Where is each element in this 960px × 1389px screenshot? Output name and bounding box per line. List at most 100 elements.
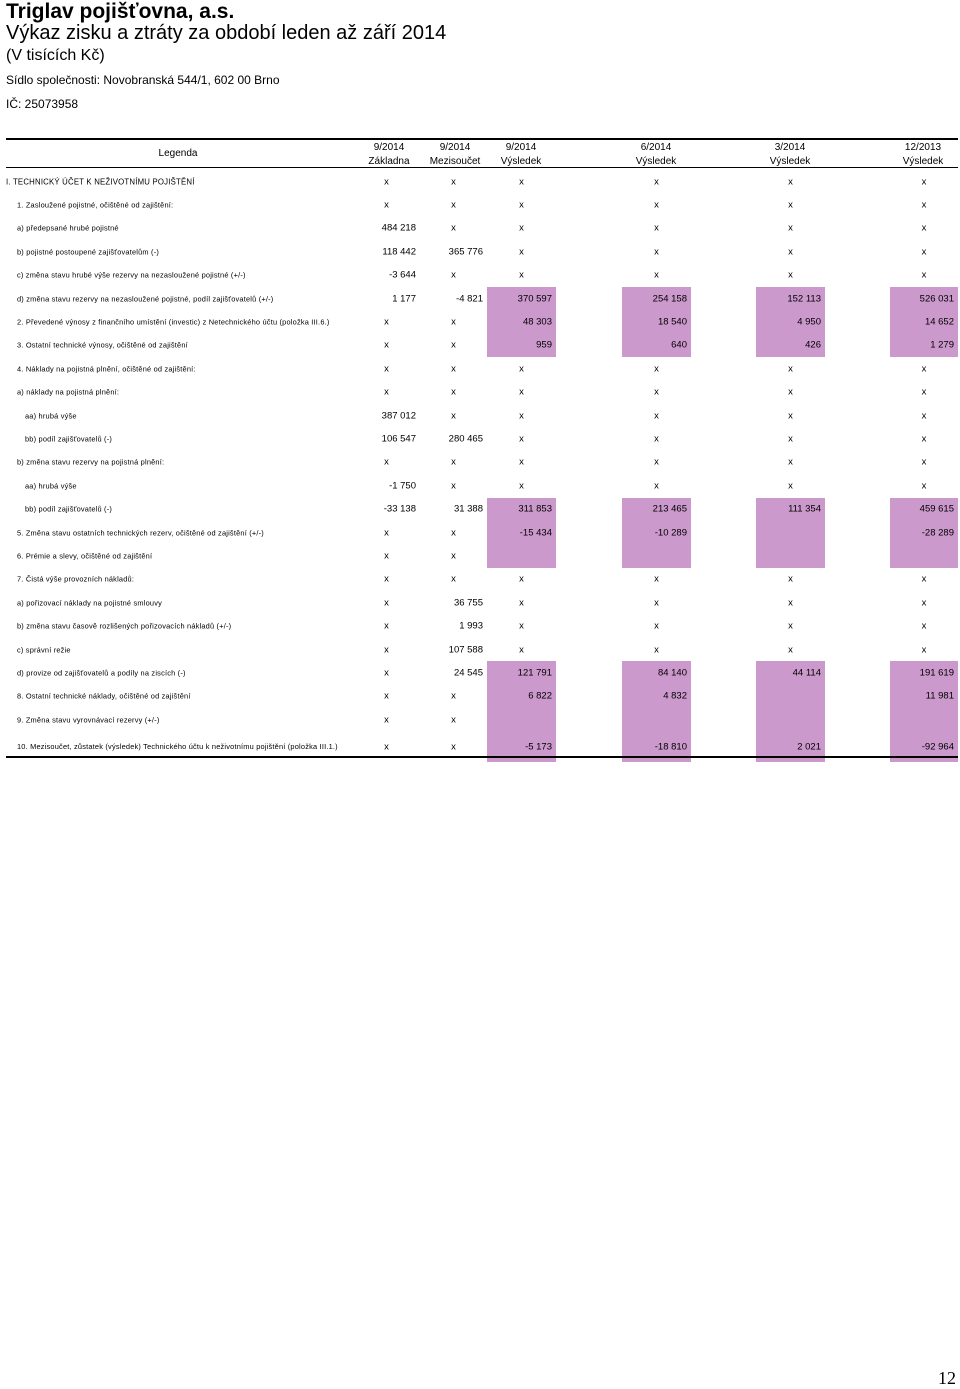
table-row: a) předepsané hrubé pojistné 484 218 x x x x x xyxy=(0,217,960,240)
cell-value: x xyxy=(451,222,456,234)
cell-value: 426 xyxy=(805,339,821,351)
highlighted-cell xyxy=(487,708,556,732)
cell-value: 4 832 xyxy=(663,690,687,702)
cell-value: 111 354 xyxy=(788,503,821,515)
cell-value: x xyxy=(788,246,793,258)
value-cell: x xyxy=(622,427,691,450)
cell-value: x xyxy=(654,644,659,656)
cell-value: x xyxy=(921,386,927,398)
row-label: 5. Změna stavu ostatních technických rez… xyxy=(17,528,264,538)
legend-header: Legenda xyxy=(158,148,198,159)
table-row: 5. Změna stavu ostatních technických rez… xyxy=(0,521,960,545)
cell-value: -28 289 xyxy=(921,527,954,539)
cell-value: 152 113 xyxy=(787,293,821,305)
value-cell: x xyxy=(487,568,556,591)
row-label: bb) podíl zajišťovatelů (-) xyxy=(25,434,113,444)
cell-value: 18 540 xyxy=(657,316,687,328)
cell-value: x xyxy=(788,620,793,632)
row-label: a) náklady na pojistná plnění: xyxy=(17,387,120,397)
highlighted-cell: 152 113 xyxy=(756,287,825,311)
row-label: 6. Prémie a slevy, očištěné od zajištění xyxy=(17,551,153,561)
highlighted-cell xyxy=(622,708,691,732)
value-cell: x xyxy=(890,357,958,380)
value-cell: x xyxy=(622,591,691,614)
cell-value: x xyxy=(921,363,927,375)
highlighted-cell: 526 031 xyxy=(890,287,958,311)
value-cell: 1 177 xyxy=(353,287,420,310)
value-cell: x xyxy=(890,170,958,193)
value-cell: x xyxy=(353,521,420,544)
value-cell: x xyxy=(756,381,825,404)
table-row: bb) podíl zajišťovatelů (-) -33 138 31 388… xyxy=(0,497,960,521)
column-period: 9/2014 xyxy=(505,142,537,153)
cell-value: x xyxy=(654,410,659,422)
cell-value: 387 012 xyxy=(381,410,416,422)
table-row: c) správní režie x 107 588 x x x x xyxy=(0,638,960,661)
row-label: 8. Ostatní technické náklady, očištěné o… xyxy=(17,691,191,701)
cell-value: -10 289 xyxy=(654,527,687,539)
cell-value: x xyxy=(519,269,524,281)
value-cell: 484 218 xyxy=(353,217,420,240)
cell-value: 640 xyxy=(671,339,687,351)
value-cell: x xyxy=(756,193,825,216)
cell-value: x xyxy=(451,386,456,398)
row-label: b) pojistné postoupené zajišťovatelům (-… xyxy=(17,247,160,257)
cell-value: x xyxy=(921,573,927,585)
value-cell: x xyxy=(487,451,556,474)
value-cell: x xyxy=(756,638,825,661)
value-cell: x xyxy=(756,264,825,287)
cell-value: x xyxy=(451,269,456,281)
cell-value: 213 465 xyxy=(652,503,687,515)
cell-value: 6 822 xyxy=(528,690,552,702)
value-cell: x xyxy=(890,264,958,287)
cell-value: x xyxy=(654,597,659,609)
cell-value: 1 177 xyxy=(392,293,416,305)
column-kind: Výsledek xyxy=(902,156,944,167)
cell-value: x xyxy=(921,410,927,422)
cell-value: x xyxy=(384,176,389,188)
table-row: aa) hrubá výše -1 750 x x x x x xyxy=(0,474,960,497)
cell-value: -33 138 xyxy=(383,503,416,515)
cell-value: x xyxy=(451,199,456,211)
cell-value: -3 644 xyxy=(389,269,416,281)
value-cell: 118 442 xyxy=(353,240,420,263)
highlighted-cell xyxy=(756,521,825,545)
cell-value: x xyxy=(451,456,456,468)
value-cell: x xyxy=(487,381,556,404)
value-cell: x xyxy=(622,240,691,263)
cell-value: x xyxy=(788,363,793,375)
cell-value: x xyxy=(451,316,456,328)
cell-value: x xyxy=(921,620,927,632)
column-period: 12/2013 xyxy=(904,142,942,153)
value-cell: x xyxy=(890,474,958,497)
cell-value: 31 388 xyxy=(453,503,483,515)
value-cell: x xyxy=(890,427,958,450)
cell-value: 107 588 xyxy=(448,644,483,656)
value-cell: x xyxy=(622,451,691,474)
cell-value: 526 031 xyxy=(919,293,954,305)
cell-value: x xyxy=(921,246,927,258)
cell-value: x xyxy=(519,222,524,234)
cell-value: x xyxy=(451,741,456,753)
value-cell: 1 993 xyxy=(420,615,487,638)
cell-value: 106 547 xyxy=(381,433,416,445)
table-row: b) změna stavu rezervy na pojistná plněn… xyxy=(0,451,960,474)
row-label: 10. Mezisoučet, zůstatek (výsledek) Tech… xyxy=(17,741,338,751)
cell-value: x xyxy=(384,644,389,656)
cell-value: x xyxy=(654,456,659,468)
cell-value: x xyxy=(519,480,524,492)
highlighted-cell: -28 289 xyxy=(890,521,958,545)
company-name: Triglav pojišťovna, a.s. xyxy=(6,0,235,23)
cell-value: x xyxy=(384,456,389,468)
highlighted-cell: 640 xyxy=(622,333,691,358)
cell-value: x xyxy=(451,176,456,188)
cell-value: 1 279 xyxy=(930,339,954,351)
row-label: b) změna stavu rezervy na pojistná plněn… xyxy=(17,457,165,467)
highlighted-cell xyxy=(756,708,825,732)
cell-value: x xyxy=(921,199,927,211)
row-label: b) změna stavu časově rozlišených pořizo… xyxy=(17,621,232,631)
cell-value: x xyxy=(788,222,793,234)
value-cell: x xyxy=(487,264,556,287)
table-row: a) náklady na pojistná plnění: x x x x x x xyxy=(0,381,960,404)
value-cell: x xyxy=(353,708,420,731)
